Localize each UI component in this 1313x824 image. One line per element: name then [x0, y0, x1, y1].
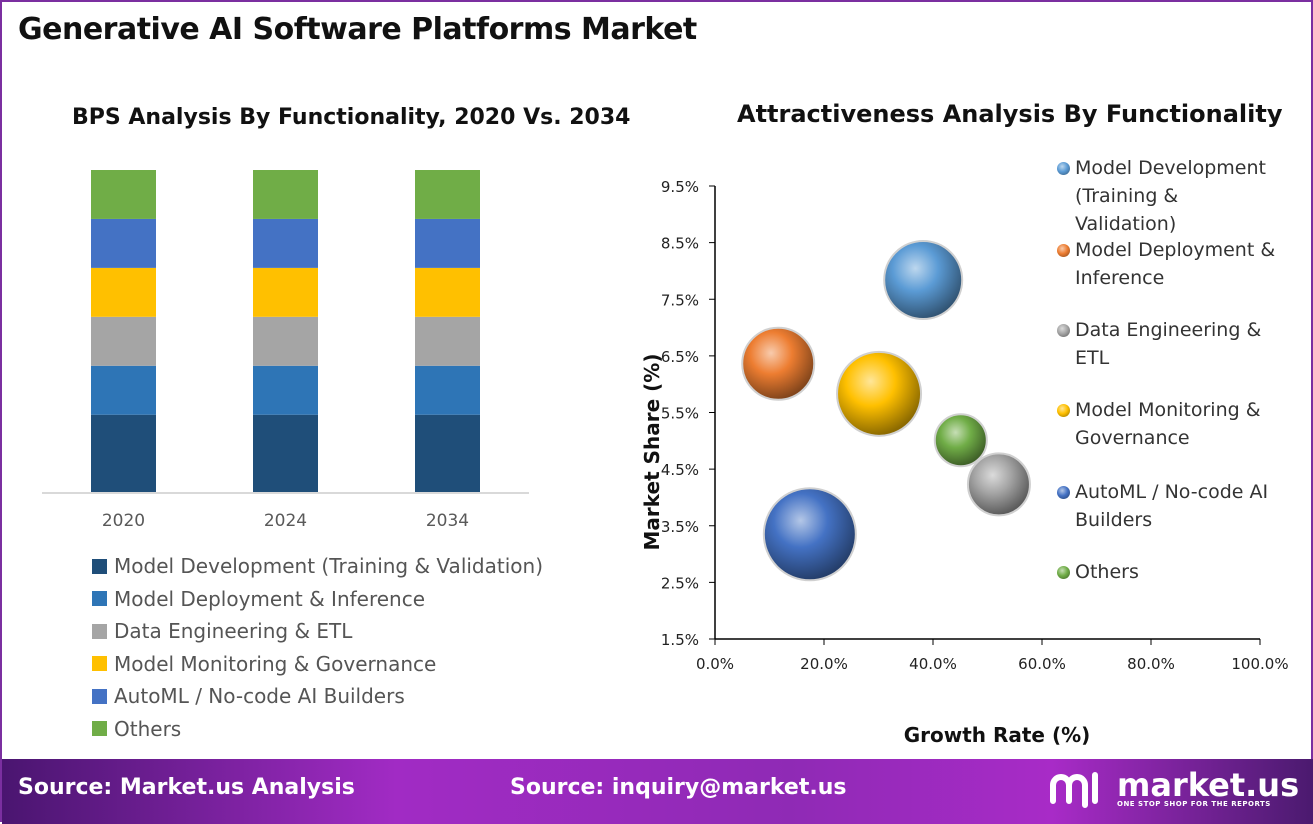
bar-segment	[415, 414, 480, 492]
legend-swatch	[92, 623, 107, 639]
x-tick-label: 0.0%	[696, 655, 734, 673]
bar-chart-title: BPS Analysis By Functionality, 2020 Vs. …	[72, 105, 631, 130]
legend-label: Model Monitoring & Governance	[114, 651, 437, 676]
y-tick-label: 1.5%	[661, 631, 699, 649]
bubble-chart-title: Attractiveness Analysis By Functionality	[737, 100, 1283, 128]
bar-legend-item: Model Deployment & Inference	[92, 583, 543, 616]
legend-label-line: Model Deployment &	[1075, 239, 1276, 261]
legend-label: AutoML / No-code AI Builders	[114, 684, 405, 709]
legend-marker	[1057, 566, 1070, 579]
bar-segment	[91, 365, 156, 415]
y-tick-label: 6.5%	[661, 348, 699, 366]
bubble	[836, 350, 923, 437]
bar-segment	[91, 414, 156, 492]
logo-icon	[1050, 772, 1098, 808]
bar-x-tick-label: 2020	[102, 511, 145, 531]
bar-segment	[415, 316, 480, 366]
bar-segment	[253, 218, 318, 268]
legend-label-line: Model Monitoring &	[1075, 399, 1261, 421]
legend-label: Model Development (Training & Validation…	[114, 554, 543, 579]
bubble-legend-item: Data Engineering & ETL	[1057, 316, 1261, 372]
bubble	[762, 487, 857, 582]
legend-label: Data Engineering & ETL	[114, 619, 353, 644]
legend-label-line: AutoML / No-code AI	[1075, 481, 1269, 503]
legend-swatch	[92, 721, 107, 737]
legend-label: Others	[114, 716, 182, 741]
bar-segment	[253, 414, 318, 492]
legend-swatch	[92, 591, 107, 607]
bar-segment	[415, 267, 480, 317]
legend-label-line: Data Engineering &	[1075, 319, 1262, 341]
y-tick-label: 8.5%	[661, 235, 699, 253]
logo-text: market.us	[1117, 766, 1300, 804]
footer: Source: Market.us Analysis Source: inqui…	[2, 759, 1313, 824]
legend-label-line: ETL	[1075, 347, 1110, 369]
legend-label-line: Validation)	[1075, 213, 1177, 235]
bubble-legend-item: Model Deployment & Inference	[1057, 236, 1275, 292]
bar-legend-item: AutoML / No-code AI Builders	[92, 680, 543, 713]
page-title: Generative AI Software Platforms Market	[18, 12, 697, 47]
x-tick-label: 20.0%	[800, 655, 848, 673]
bubble-legend-item: AutoML / No-code AI Builders	[1057, 478, 1268, 534]
bar-segment	[415, 218, 480, 268]
bar-segment	[91, 218, 156, 268]
bar-legend-item: Model Development (Training & Validation…	[92, 550, 543, 583]
bar-legend-item: Data Engineering & ETL	[92, 615, 543, 648]
legend-marker	[1057, 404, 1070, 417]
bar-legend: Model Development (Training & Validation…	[92, 550, 543, 745]
charts-canvas: 2020 2024 2034 1.5% 2.5% 3.5% 4.5% 5.5% 6.5% 7.5%…	[42, 170, 1289, 747]
legend-swatch	[92, 688, 107, 704]
market-us-logo: market.us ONE STOP SHOP FOR THE REPORTS	[1047, 769, 1299, 809]
legend-label-line: Model Development	[1075, 157, 1266, 179]
legend-marker	[1057, 162, 1070, 175]
bar-segment	[253, 170, 318, 219]
legend-label-line: Others	[1075, 561, 1139, 583]
x-tick-label: 80.0%	[1127, 655, 1175, 673]
legend-label-line: Governance	[1075, 427, 1190, 449]
bar-x-tick-label: 2024	[264, 511, 307, 531]
bar-x-tick-label: 2034	[426, 511, 469, 531]
bar-segment	[91, 316, 156, 366]
bubble-legend-item: Model Development (Training & Validation)	[1057, 154, 1266, 238]
x-tick-label: 100.0%	[1231, 655, 1288, 673]
bar-segment	[253, 316, 318, 366]
y-tick-label: 2.5%	[661, 574, 699, 592]
logo-tagline: ONE STOP SHOP FOR THE REPORTS	[1117, 800, 1271, 808]
bar-segment	[91, 170, 156, 219]
legend-swatch	[92, 656, 107, 672]
x-axis-label: Growth Rate (%)	[904, 723, 1091, 747]
bar-segment	[415, 365, 480, 415]
y-tick-label: 5.5%	[661, 405, 699, 423]
bar-segment	[253, 365, 318, 415]
y-tick-label: 7.5%	[661, 291, 699, 309]
bubble	[741, 326, 816, 401]
y-tick-label: 4.5%	[661, 461, 699, 479]
bar-segment	[415, 170, 480, 219]
source-email: Source: inquiry@market.us	[510, 775, 847, 800]
legend-label: Model Deployment & Inference	[114, 586, 426, 611]
legend-marker	[1057, 324, 1070, 337]
bubble	[883, 239, 964, 320]
bubble	[966, 452, 1031, 517]
legend-label-line: Builders	[1075, 509, 1153, 531]
bubble-legend-item: Model Monitoring & Governance	[1057, 396, 1261, 452]
y-tick-label: 9.5%	[661, 178, 699, 196]
x-tick-label: 40.0%	[909, 655, 957, 673]
x-tick-label: 60.0%	[1018, 655, 1066, 673]
y-tick-label: 3.5%	[661, 518, 699, 536]
legend-label-line: (Training &	[1075, 185, 1179, 207]
bar-legend-item: Others	[92, 713, 543, 746]
bubble-legend-item: Others	[1057, 558, 1139, 586]
legend-marker	[1057, 486, 1070, 499]
bar-segment	[253, 267, 318, 317]
legend-label-line: Inference	[1075, 267, 1165, 289]
legend-marker	[1057, 244, 1070, 257]
bar-segment	[91, 267, 156, 317]
y-axis-label: Market Share (%)	[640, 354, 664, 551]
source-analysis: Source: Market.us Analysis	[18, 775, 355, 800]
legend-swatch	[92, 558, 107, 574]
bar-legend-item: Model Monitoring & Governance	[92, 648, 543, 681]
bubble	[933, 413, 988, 468]
